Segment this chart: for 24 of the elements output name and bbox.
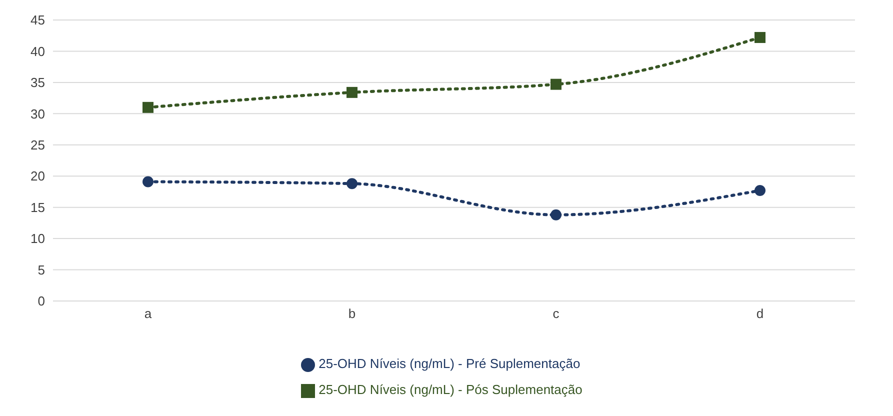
point: [142, 102, 154, 113]
x-tick-label: d: [756, 306, 764, 322]
y-tick-label: 10: [30, 231, 45, 246]
point: [550, 209, 562, 220]
y-tick-label: 20: [30, 168, 45, 184]
y-tick-label: 30: [30, 106, 45, 122]
point: [346, 86, 358, 98]
y-tick-label: 40: [30, 44, 45, 59]
legend-label: 25-OHD Níveis (ng/mL) - Pós Suplementação: [318, 382, 582, 397]
x-tick-label: c: [552, 306, 560, 322]
y-tick-label: 5: [38, 262, 45, 278]
point: [550, 78, 562, 90]
point: [754, 184, 766, 196]
y-tick-label: 25: [30, 138, 45, 153]
x-tick-label: a: [144, 306, 152, 322]
point: [142, 176, 154, 188]
y-tick-label: 15: [30, 200, 45, 215]
point: [754, 32, 766, 43]
legend-label: 25-OHD Níveis (ng/mL) - Pré Suplementação: [318, 356, 580, 371]
y-tick-label: 45: [30, 12, 45, 28]
y-tick-label: 0: [38, 294, 45, 309]
y-tick-label: 35: [30, 75, 45, 90]
point: [346, 178, 358, 190]
x-tick-label: b: [348, 306, 356, 322]
